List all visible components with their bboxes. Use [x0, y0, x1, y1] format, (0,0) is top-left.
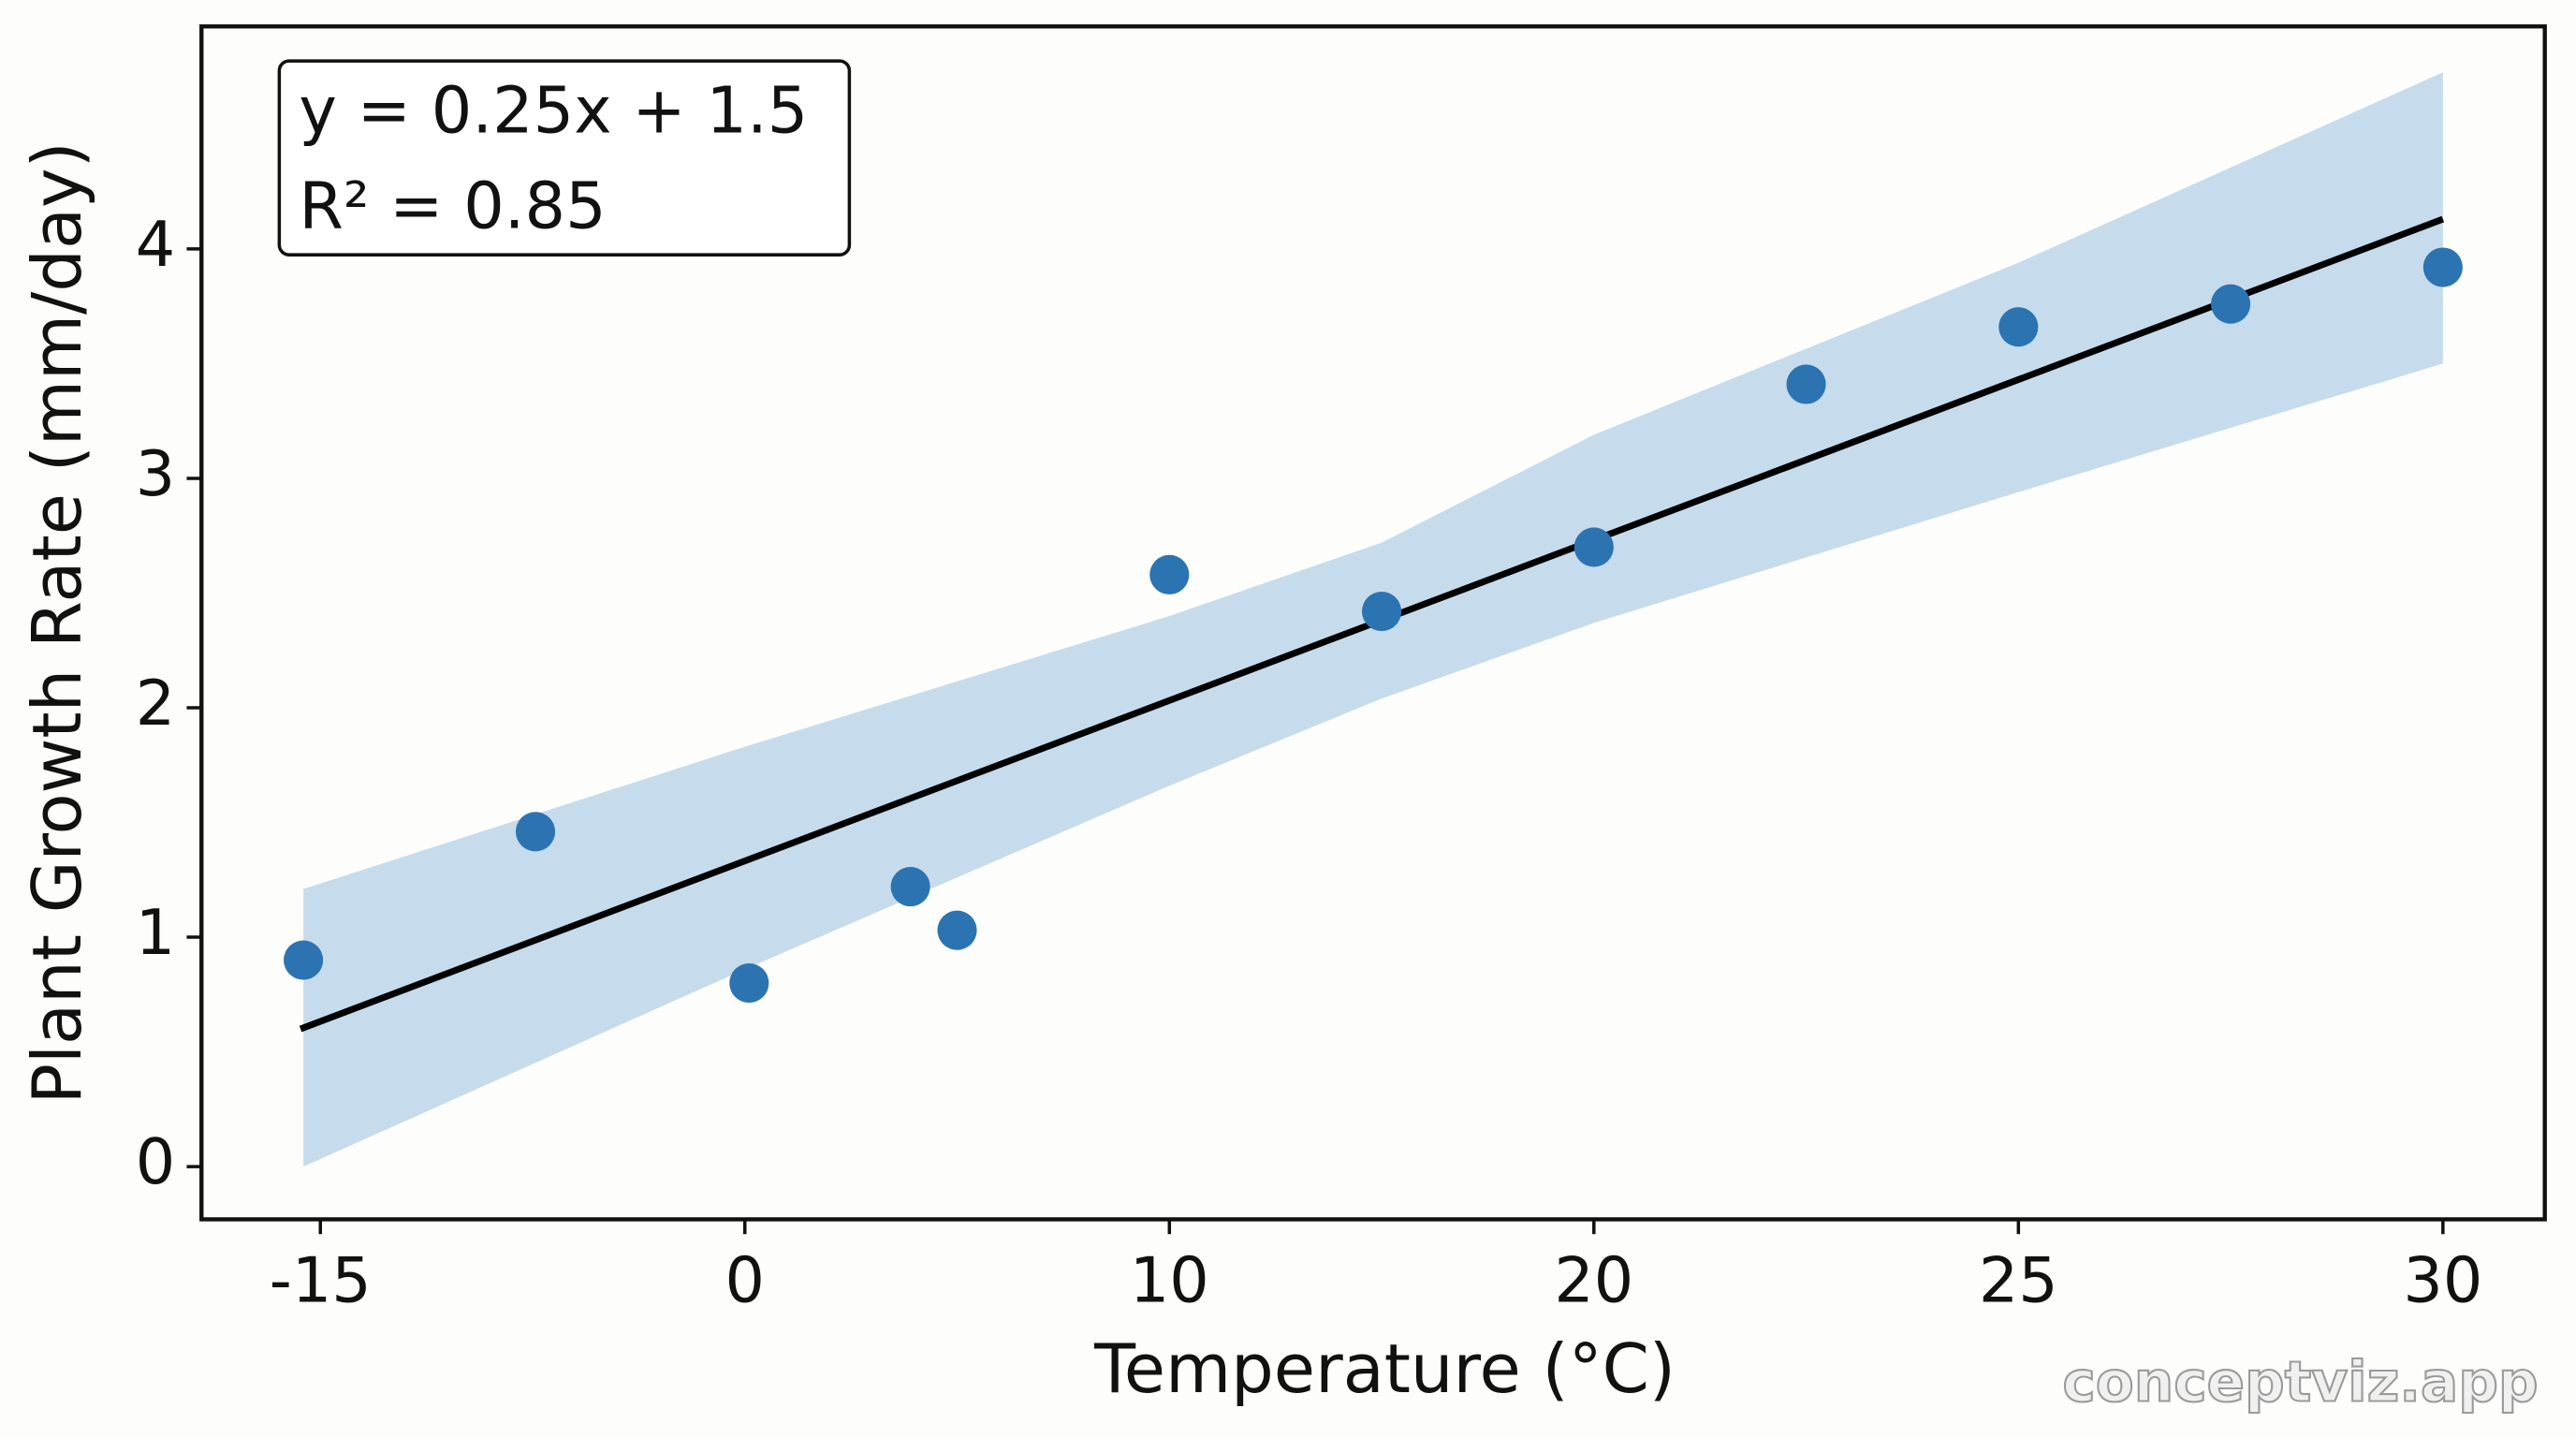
x-tick-label: 20 [1554, 1244, 1633, 1317]
r-squared: R² = 0.85 [299, 169, 606, 243]
data-point [1361, 592, 1402, 632]
data-point [937, 910, 977, 950]
y-tick-label: 0 [136, 1125, 175, 1198]
data-point [2211, 284, 2251, 324]
x-axis-label: Temperature (°C) [1093, 1329, 1676, 1408]
x-tick-label: 10 [1130, 1244, 1209, 1317]
y-tick-label: 1 [136, 896, 175, 969]
data-point [2422, 247, 2463, 287]
y-tick-label: 2 [136, 667, 175, 740]
y-tick-label: 4 [136, 208, 175, 281]
x-tick-label: 0 [725, 1244, 765, 1317]
axes-frame [199, 24, 2547, 1222]
data-point [1786, 364, 1826, 404]
data-point [1149, 554, 1190, 594]
equation: y = 0.25x + 1.5 [299, 74, 808, 149]
watermark: conceptviz.app [2062, 1350, 2538, 1415]
y-axis-label: Plant Growth Rate (mm/day) [18, 141, 96, 1104]
x-tick-label: -15 [270, 1244, 372, 1317]
x-tick-label: 30 [2403, 1244, 2482, 1317]
data-point [1573, 527, 1614, 567]
y-tick-label: 3 [136, 437, 175, 510]
annotation-box [277, 59, 852, 257]
plot-area: -15 0 10 20 25 30 0 1 2 3 4 [136, 24, 2547, 1317]
data-point [284, 940, 324, 980]
x-tick-label: 25 [1979, 1244, 2058, 1317]
data-point [515, 812, 556, 852]
data-point [890, 867, 930, 907]
data-point [1998, 307, 2039, 347]
data-point [729, 962, 769, 1004]
